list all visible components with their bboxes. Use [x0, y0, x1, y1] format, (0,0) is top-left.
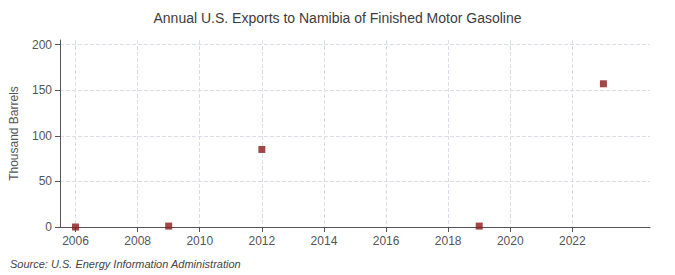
- svg-text:Source: U.S. Energy Informatio: Source: U.S. Energy Information Administ…: [10, 258, 241, 270]
- svg-text:2018: 2018: [435, 234, 462, 248]
- svg-text:Annual U.S. Exports to Namibia: Annual U.S. Exports to Namibia of Finish…: [153, 10, 521, 26]
- svg-text:2008: 2008: [124, 234, 151, 248]
- svg-text:0: 0: [45, 220, 52, 234]
- svg-text:100: 100: [32, 129, 52, 143]
- svg-text:2006: 2006: [62, 234, 89, 248]
- svg-text:Thousand Barrels: Thousand Barrels: [7, 86, 21, 181]
- svg-text:50: 50: [39, 174, 53, 188]
- svg-text:2014: 2014: [311, 234, 338, 248]
- svg-text:200: 200: [32, 38, 52, 52]
- svg-text:2020: 2020: [497, 234, 524, 248]
- svg-text:2016: 2016: [373, 234, 400, 248]
- svg-text:2022: 2022: [559, 234, 586, 248]
- svg-text:150: 150: [32, 83, 52, 97]
- svg-text:2010: 2010: [186, 234, 213, 248]
- svg-text:2012: 2012: [248, 234, 275, 248]
